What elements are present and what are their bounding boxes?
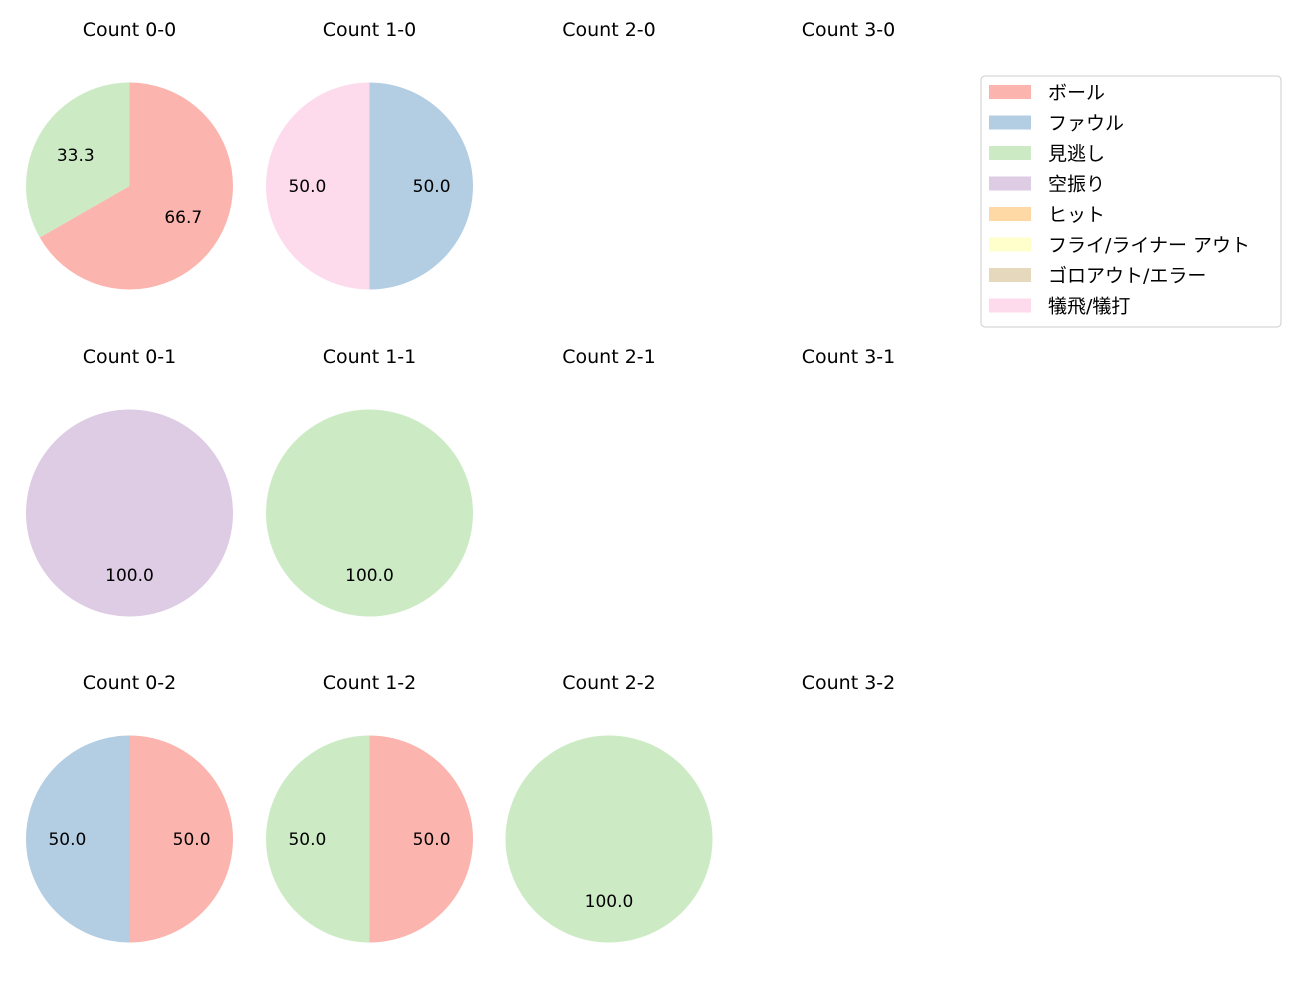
pie-slice-label: 50.0 [413,830,451,850]
pie-slice-label: 50.0 [48,830,86,850]
pie-slice-label: 100.0 [345,566,394,586]
pie-slice [129,735,234,943]
pie-panel: Count 2-0 [562,19,656,41]
pie-panel: Count 3-1 [802,346,896,368]
pie-slice [369,735,473,943]
pie-slice-label: 50.0 [413,177,451,197]
pie-title: Count 2-2 [562,672,656,694]
legend-frame [980,75,1282,328]
pie-panel: Count 1-0 50.0 50.0 [266,19,473,290]
legend-item: 犠飛/犠打 [989,296,1130,318]
legend-item: ボール [989,82,1105,104]
pie-panel: Count 0-0 66.7 33.3 [25,19,234,290]
legend-swatch [989,207,1031,221]
pie-title: Count 2-1 [562,346,656,368]
pie-slice [25,82,130,238]
pie-panel: Count 0-1 100.0 [26,346,233,617]
pie-panel: Count 3-0 [802,19,896,41]
pie-slice [266,409,473,617]
pie-panel: Count 2-2 100.0 [505,672,713,943]
pie-slice-label: 66.7 [164,208,202,228]
legend-swatch [989,85,1031,99]
legend-swatch [989,115,1031,130]
legend-swatch [989,268,1031,282]
pie-slice-label: 50.0 [288,177,326,197]
legend-swatch [989,237,1031,252]
pie-title: Count 3-2 [802,672,896,694]
pie-panel: Count 2-1 [562,346,656,368]
pie-slice-label: 33.3 [57,146,95,166]
legend-item: 空振り [989,174,1105,196]
pie-slice-label: 50.0 [173,830,211,850]
legend-item: ゴロアウト/エラー [989,265,1206,287]
legend-item: ファウル [989,113,1124,135]
pie-slice-label: 100.0 [585,892,634,912]
pie-slice [25,735,130,943]
legend-item: ヒット [989,204,1105,226]
pie-title: Count 3-0 [802,19,896,41]
pie-title: Count 3-1 [802,346,896,368]
legend-label: ヒット [1048,204,1105,226]
legend-label: 空振り [1048,174,1105,196]
legend-swatch [989,298,1031,313]
pie-slice-label: 50.0 [288,830,326,850]
pie-slice [39,82,234,290]
legend-item: 見逃し [989,143,1105,165]
pie-panel: Count 1-1 100.0 [266,346,473,617]
pie-slice [369,82,473,290]
legend-label: 犠飛/犠打 [1048,296,1130,318]
pie-title: Count 1-0 [323,19,417,41]
legend-swatch [989,176,1031,191]
legend-label: ボール [1048,82,1105,104]
pie-panel: Count 1-2 50.0 50.0 [266,672,473,943]
legend-swatch [989,146,1031,160]
legend-item: フライ/ライナー アウト [989,235,1250,257]
pie-title: Count 0-2 [83,672,177,694]
legend-label: ファウル [1048,113,1124,135]
legend-label: ゴロアウト/エラー [1048,265,1206,287]
pie-title: Count 0-0 [83,19,177,41]
pie-slice [266,82,370,290]
pie-title: Count 2-0 [562,19,656,41]
pie-slice-label: 100.0 [105,566,154,586]
pie-title: Count 0-1 [83,346,177,368]
pie-slice [505,735,713,943]
legend-label: フライ/ライナー アウト [1048,235,1250,257]
pie-slice [26,409,233,617]
pie-title: Count 1-1 [323,346,417,368]
legend-label: 見逃し [1048,143,1105,165]
pie-slice [266,735,370,943]
pie-panel: Count 0-2 50.0 50.0 [25,672,234,943]
pie-title: Count 1-2 [323,672,417,694]
pie-panel: Count 3-2 [802,672,896,694]
